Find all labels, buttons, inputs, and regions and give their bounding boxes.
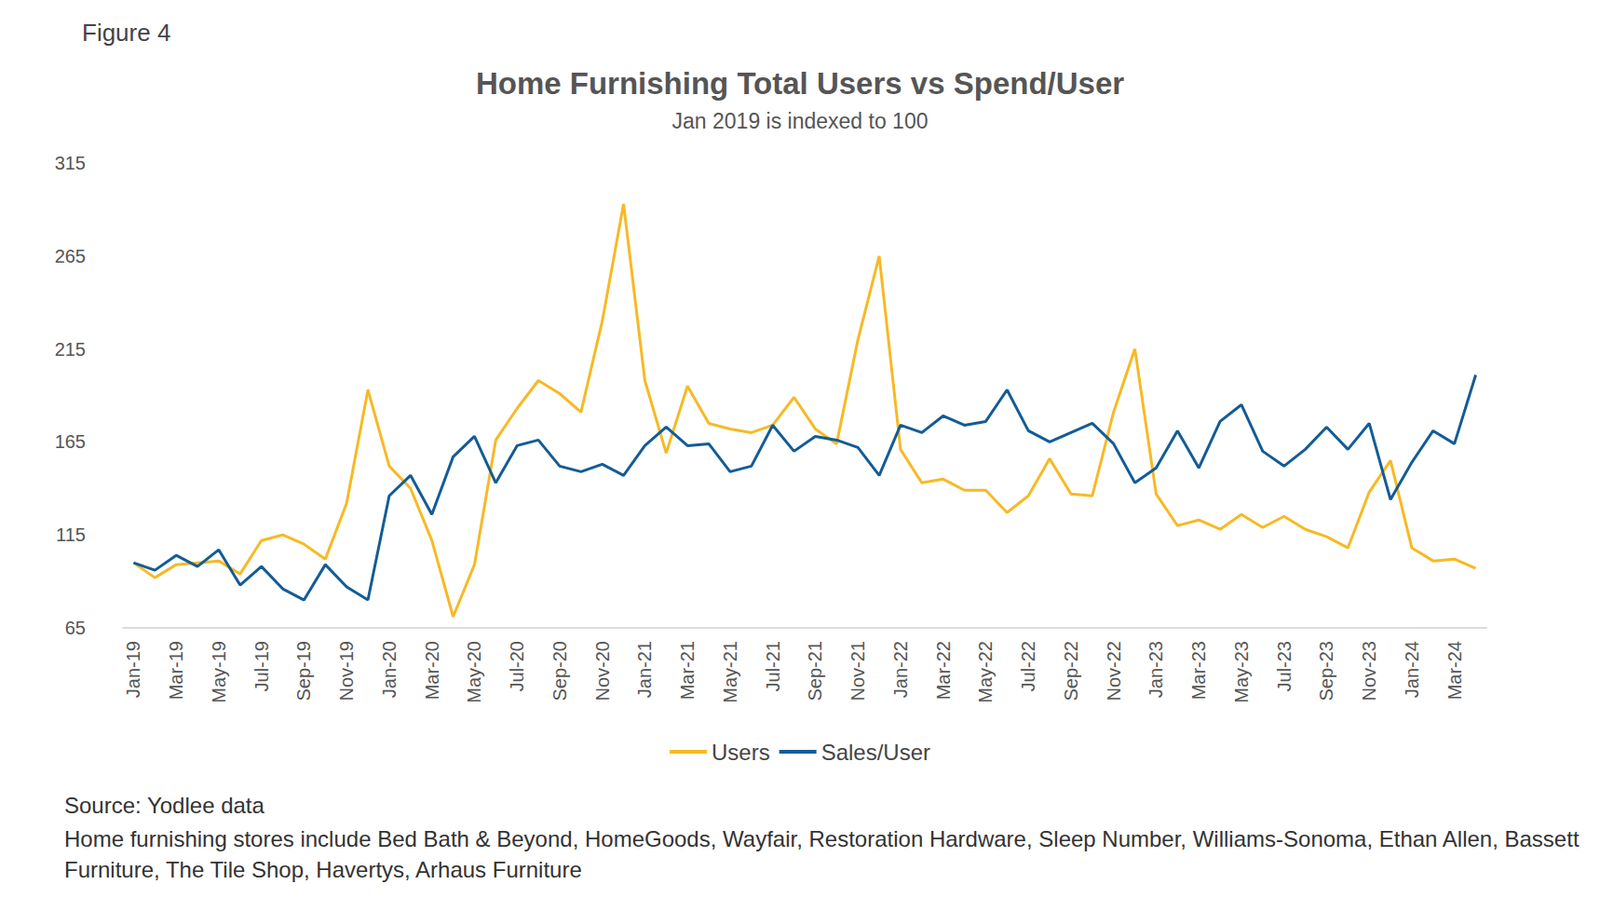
svg-text:May-20: May-20 — [463, 640, 485, 704]
svg-text:Jan-23: Jan-23 — [1145, 640, 1167, 698]
svg-text:115: 115 — [55, 524, 86, 545]
svg-text:Jan-21: Jan-21 — [634, 640, 655, 698]
svg-text:Sep-19: Sep-19 — [293, 640, 314, 702]
svg-text:Mar-23: Mar-23 — [1188, 640, 1209, 700]
svg-text:Jul-22: Jul-22 — [1017, 640, 1039, 692]
svg-text:Users: Users — [711, 739, 771, 765]
svg-text:Nov-22: Nov-22 — [1103, 640, 1125, 701]
svg-text:Mar-24: Mar-24 — [1444, 640, 1465, 700]
svg-text:Jan-19: Jan-19 — [122, 640, 144, 698]
svg-text:Nov-21: Nov-21 — [847, 640, 868, 701]
svg-text:65: 65 — [65, 617, 86, 638]
svg-text:Mar-22: Mar-22 — [933, 640, 954, 700]
svg-text:215: 215 — [54, 338, 86, 360]
svg-text:Jul-21: Jul-21 — [762, 640, 784, 692]
svg-text:May-22: May-22 — [975, 640, 996, 704]
svg-text:Jul-23: Jul-23 — [1274, 640, 1295, 692]
svg-text:May-19: May-19 — [208, 640, 230, 704]
svg-text:Sep-21: Sep-21 — [804, 640, 826, 702]
svg-text:Furniture, The Tile Shop, Have: Furniture, The Tile Shop, Havertys, Arha… — [64, 856, 583, 882]
svg-text:Jul-19: Jul-19 — [251, 640, 272, 692]
svg-text:Jan-24: Jan-24 — [1401, 640, 1423, 698]
svg-text:May-23: May-23 — [1231, 640, 1252, 704]
svg-text:Home furnishing stores include: Home furnishing stores include Bed Bath … — [64, 826, 1586, 852]
svg-text:Jul-20: Jul-20 — [506, 640, 528, 692]
svg-text:Jan-22: Jan-22 — [890, 640, 911, 698]
svg-text:Source: Yodlee data: Source: Yodlee data — [64, 792, 266, 818]
svg-text:Nov-23: Nov-23 — [1358, 640, 1380, 701]
svg-text:Nov-19: Nov-19 — [336, 640, 357, 701]
svg-text:Jan-20: Jan-20 — [379, 640, 400, 698]
svg-text:Figure 4: Figure 4 — [81, 18, 171, 47]
svg-text:265: 265 — [54, 245, 86, 267]
svg-text:Mar-20: Mar-20 — [421, 640, 443, 700]
svg-text:Sep-20: Sep-20 — [549, 640, 570, 702]
svg-text:May-21: May-21 — [719, 640, 741, 704]
svg-text:Jan 2019 is indexed to 100: Jan 2019 is indexed to 100 — [672, 108, 929, 134]
svg-text:315: 315 — [54, 152, 86, 174]
svg-text:Sep-22: Sep-22 — [1060, 640, 1082, 702]
svg-text:Nov-20: Nov-20 — [592, 640, 613, 701]
svg-text:Sep-23: Sep-23 — [1315, 640, 1337, 702]
svg-text:Mar-19: Mar-19 — [165, 640, 187, 700]
svg-text:Mar-21: Mar-21 — [677, 640, 698, 700]
svg-text:Home Furnishing Total Users vs: Home Furnishing Total Users vs Spend/Use… — [475, 66, 1125, 101]
svg-text:165: 165 — [54, 431, 86, 452]
svg-text:Sales/User: Sales/User — [821, 739, 931, 765]
